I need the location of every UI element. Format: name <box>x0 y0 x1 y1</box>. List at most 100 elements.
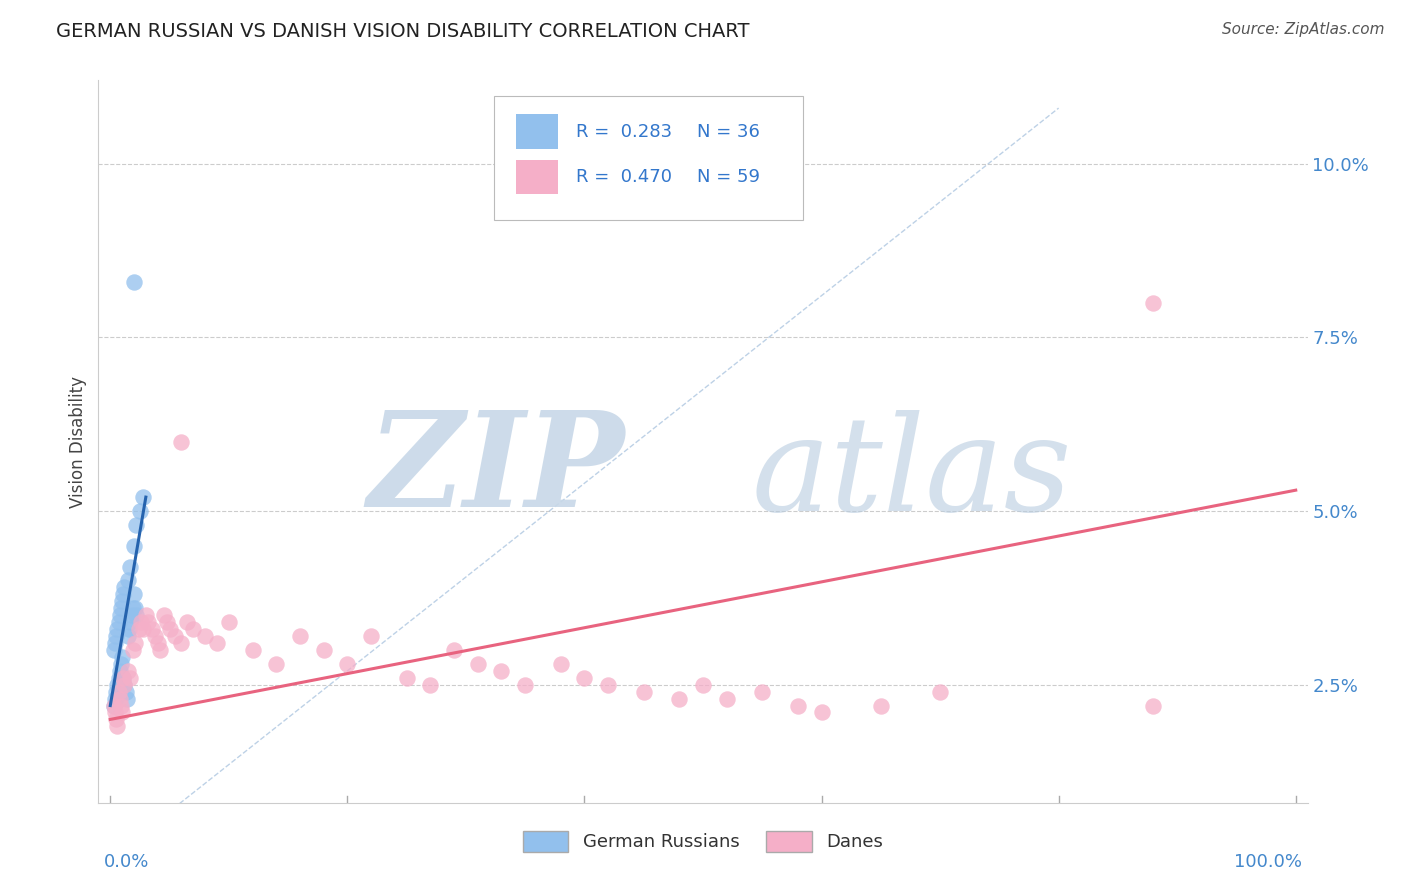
Point <box>869 698 891 713</box>
Point <box>170 636 193 650</box>
Point <box>360 629 382 643</box>
Text: ZIP: ZIP <box>367 406 624 535</box>
Point <box>110 698 132 713</box>
Point <box>159 622 181 636</box>
Point <box>312 643 335 657</box>
Text: Source: ZipAtlas.com: Source: ZipAtlas.com <box>1222 22 1385 37</box>
Point <box>165 629 187 643</box>
Point <box>751 684 773 698</box>
Point <box>108 664 131 678</box>
Point <box>124 636 146 650</box>
Point <box>112 671 135 685</box>
Point <box>120 559 142 574</box>
Point <box>105 719 128 733</box>
Point <box>128 622 150 636</box>
Point <box>810 706 832 720</box>
Point <box>515 678 537 692</box>
Point <box>152 608 174 623</box>
FancyBboxPatch shape <box>516 114 558 149</box>
Text: N = 59: N = 59 <box>697 168 761 186</box>
Point <box>125 608 148 623</box>
Point <box>105 713 128 727</box>
Point <box>716 691 738 706</box>
Point <box>181 622 204 636</box>
Point <box>129 504 152 518</box>
Point <box>129 615 152 630</box>
Point <box>108 691 131 706</box>
Text: GERMAN RUSSIAN VS DANISH VISION DISABILITY CORRELATION CHART: GERMAN RUSSIAN VS DANISH VISION DISABILI… <box>56 22 749 41</box>
Point <box>692 678 714 692</box>
Point <box>929 684 952 698</box>
Point <box>122 587 145 601</box>
Point <box>114 678 136 692</box>
Point <box>668 691 690 706</box>
Point <box>288 629 311 643</box>
Point <box>419 678 441 692</box>
Point <box>118 622 141 636</box>
Point <box>117 664 139 678</box>
Point <box>170 434 193 449</box>
Point <box>111 706 134 720</box>
Point <box>125 517 148 532</box>
Point <box>107 671 129 685</box>
Point <box>633 684 655 698</box>
Point <box>122 275 145 289</box>
Point <box>105 629 128 643</box>
Point <box>121 601 143 615</box>
Point <box>218 615 240 630</box>
Text: R =  0.470: R = 0.470 <box>576 168 672 186</box>
Point <box>121 608 143 623</box>
Point <box>491 664 513 678</box>
Point <box>598 678 620 692</box>
Point <box>1142 295 1164 310</box>
Point <box>264 657 287 671</box>
Point <box>122 539 145 553</box>
Point <box>103 643 125 657</box>
Text: atlas: atlas <box>751 409 1071 539</box>
Y-axis label: Vision Disability: Vision Disability <box>69 376 87 508</box>
FancyBboxPatch shape <box>494 96 803 219</box>
Point <box>194 629 217 643</box>
Point <box>132 622 155 636</box>
Point <box>108 608 131 623</box>
Point <box>121 643 143 657</box>
Point <box>103 698 125 713</box>
Text: N = 36: N = 36 <box>697 122 759 141</box>
Point <box>112 587 135 601</box>
FancyBboxPatch shape <box>516 160 558 194</box>
Point <box>104 706 127 720</box>
Point <box>103 698 125 713</box>
Point <box>117 574 139 588</box>
Point <box>110 657 132 671</box>
Text: 0.0%: 0.0% <box>104 854 149 871</box>
Point <box>124 601 146 615</box>
Point <box>105 622 128 636</box>
Point <box>467 657 489 671</box>
Point <box>111 649 134 664</box>
Point <box>114 684 136 698</box>
Point <box>443 643 465 657</box>
Point <box>136 615 159 630</box>
Point <box>120 615 142 630</box>
Point <box>105 678 128 692</box>
Point <box>176 615 198 630</box>
Point <box>117 629 139 643</box>
Point <box>104 691 127 706</box>
Point <box>105 684 128 698</box>
Point <box>107 615 129 630</box>
Point <box>205 636 228 650</box>
Point <box>132 490 155 504</box>
Point <box>135 608 157 623</box>
Point <box>120 671 142 685</box>
Point <box>149 643 172 657</box>
Point <box>574 671 596 685</box>
Text: 100.0%: 100.0% <box>1233 854 1302 871</box>
Text: R =  0.283: R = 0.283 <box>576 122 672 141</box>
Point <box>107 684 129 698</box>
Point <box>1142 698 1164 713</box>
Point <box>114 678 136 692</box>
Legend: German Russians, Danes: German Russians, Danes <box>516 823 890 859</box>
Point <box>110 601 132 615</box>
Point <box>104 636 127 650</box>
Point <box>242 643 264 657</box>
